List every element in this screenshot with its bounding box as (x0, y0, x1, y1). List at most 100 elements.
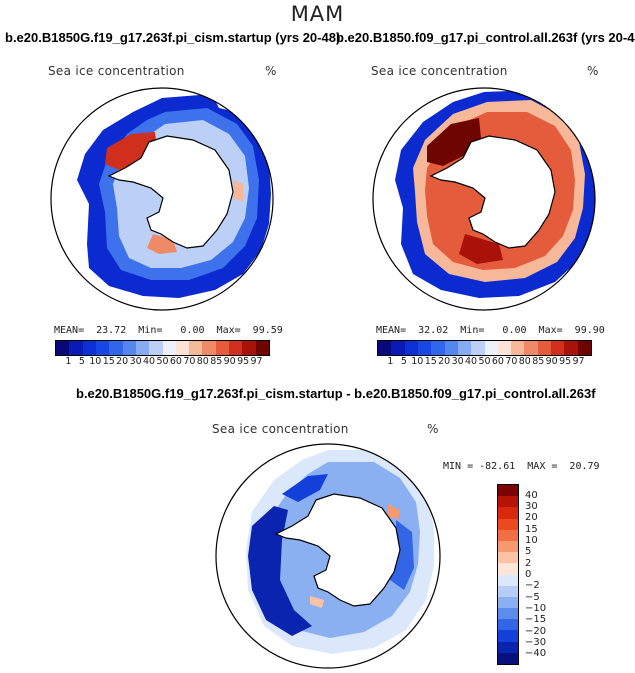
panel-2-colorbar-tick-label: 1 (387, 356, 394, 367)
panel-1-colorbar-swatch-11 (202, 341, 216, 355)
diff-colorbar-tick-label: 30 (525, 501, 538, 513)
diff-colorbar-tick-label: −15 (525, 614, 547, 626)
diff-stats: MIN = -82.61 MAX = 20.79 (443, 461, 600, 472)
panel-1-unit-label: % (265, 64, 277, 78)
panel-1-colorbar-swatch-1 (69, 341, 83, 355)
panel-1-variable-label: Sea ice concentration (48, 64, 185, 78)
panel-1-colorbar-swatch-9 (175, 341, 190, 355)
panel-1-colorbar-tick-label: 5 (78, 356, 85, 367)
diff-colorbar-swatch-4 (498, 529, 518, 541)
panel-2-colorbar-swatch-14 (564, 341, 578, 355)
diff-polar-map (215, 443, 441, 669)
diff-colorbar-tick-label: −40 (525, 648, 547, 660)
panel-1-colorbar-ticks: 1 5 10 15 20 30 40 50 60 70 80 85 90 95 97 (55, 356, 270, 367)
panel-2-colorbar-tick-label: 50 (478, 356, 491, 367)
panel-1-colorbar-tick-label: 10 (89, 356, 102, 367)
weddell-high-ice (427, 118, 481, 166)
panel-1-colorbar-tick-label: 60 (169, 356, 182, 367)
panel-2-colorbar-tick-label: 97 (572, 356, 585, 367)
panel-1-colorbar-swatch-0 (56, 341, 70, 355)
panel-1-colorbar-swatch-6 (135, 341, 150, 355)
diff-colorbar-swatch-0 (498, 485, 518, 497)
panel-1-stats: MEAN= 23.72 Min= 0.00 Max= 99.59 (54, 325, 283, 336)
diff-colorbar-tick-label: 5 (525, 546, 532, 558)
panel-1-colorbar-swatch-14 (242, 341, 256, 355)
diff-colorbar-tick-label: 10 (525, 535, 538, 547)
panel-1-colorbar-tick-label: 50 (156, 356, 169, 367)
panel-2-title: b.e20.B1850.f09_g17.pi_control.all.263f … (336, 30, 635, 45)
diff-colorbar-swatch-6 (498, 552, 518, 564)
panel-2-colorbar-tick-label: 40 (465, 356, 478, 367)
diff-colorbar-tick-label: 0 (525, 569, 532, 580)
diff-colorbar-swatch-3 (498, 518, 518, 530)
panel-1-colorbar-tick-label: 70 (183, 356, 196, 367)
panel-2-colorbar (377, 340, 592, 356)
panel-1-colorbar-tick-label: 95 (237, 356, 250, 367)
panel-2-colorbar-swatch-1 (391, 341, 405, 355)
panel-2-colorbar-tick-label: 70 (505, 356, 518, 367)
panel-2-colorbar-swatch-9 (497, 341, 512, 355)
panel-1-colorbar-tick-label: 15 (102, 356, 115, 367)
panel-2-colorbar-swatch-13 (551, 341, 565, 355)
diff-colorbar-swatch-8 (498, 574, 518, 586)
panel-2-colorbar-tick-label: 60 (491, 356, 504, 367)
diff-north-negative (282, 474, 328, 502)
diff-unit-label: % (427, 422, 439, 436)
diff-colorbar-tick-label: −5 (525, 591, 540, 603)
diff-colorbar-swatch-13 (498, 630, 518, 642)
diff-colorbar-tick-label: 2 (525, 557, 532, 569)
panel-1-colorbar-swatch-3 (95, 341, 110, 355)
panel-1-colorbar-tick-label: 30 (129, 356, 142, 367)
panel-1-colorbar-tick-label: 97 (250, 356, 263, 367)
diff-colorbar-tick-label: −2 (525, 580, 540, 592)
panel-2-colorbar-swatch-7 (471, 341, 485, 355)
panel-2-colorbar-swatch-15 (577, 341, 591, 355)
panel-1-colorbar-swatch-8 (162, 341, 176, 355)
antarctica-landmass (107, 135, 234, 249)
panel-1-colorbar-tick-label: 85 (210, 356, 223, 367)
panel-2-colorbar-ticks: 1 5 10 15 20 30 40 50 60 70 80 85 90 95 97 (377, 356, 592, 367)
panel-2-colorbar-swatch-11 (524, 341, 538, 355)
panel-2-colorbar-tick-label: 80 (518, 356, 531, 367)
diff-colorbar (497, 484, 519, 665)
panel-2-variable-label: Sea ice concentration (371, 64, 508, 78)
diff-variable-label: Sea ice concentration (212, 422, 349, 436)
diff-positive-patch-2 (310, 596, 324, 608)
diff-colorbar-swatch-7 (498, 563, 518, 575)
diff-colorbar-swatch-5 (498, 540, 518, 553)
panel-2-colorbar-tick-label: 15 (424, 356, 437, 367)
diff-colorbar-swatch-1 (498, 496, 518, 508)
diff-colorbar-tick-label: −10 (525, 602, 547, 614)
diff-colorbar-swatch-2 (498, 507, 518, 519)
panel-1-colorbar-swatch-12 (215, 341, 230, 355)
diff-colorbar-tick-label: 15 (525, 523, 538, 535)
panel-2-colorbar-swatch-6 (457, 341, 472, 355)
panel-2-colorbar-swatch-0 (378, 341, 392, 355)
diff-west-negative (248, 506, 312, 636)
panel-1-colorbar (55, 340, 270, 356)
diff-colorbar-swatch-15 (498, 652, 518, 664)
panel-2-colorbar-swatch-5 (444, 341, 458, 355)
diff-colorbar-tick-label: 40 (525, 489, 538, 501)
diff-colorbar-swatch-12 (498, 619, 518, 631)
panel-2-polar-map (372, 87, 596, 311)
ross-high-ice (459, 234, 503, 264)
diff-colorbar-swatch-11 (498, 608, 518, 620)
panel-2-colorbar-swatch-2 (404, 341, 418, 355)
panel-1-colorbar-tick-label: 20 (116, 356, 129, 367)
diff-panel-title: b.e20.B1850G.f19_g17.263f.pi_cism.startu… (76, 386, 596, 401)
panel-2-colorbar-swatch-4 (431, 341, 445, 355)
antarctica-landmass (429, 135, 556, 249)
diff-colorbar-swatch-10 (498, 596, 518, 609)
panel-2-unit-label: % (587, 64, 599, 78)
panel-1-polar-map (50, 87, 274, 311)
diff-colorbar-tick-label: −30 (525, 636, 547, 648)
panel-2-colorbar-tick-label: 85 (532, 356, 545, 367)
panel-1-colorbar-tick-label: 80 (196, 356, 209, 367)
diff-colorbar-ticks: 40 30 20 15 10 5 2 0 −2 −5 −10 −15 −20 −30 −40 (525, 484, 565, 665)
diff-colorbar-tick-label: −20 (525, 625, 547, 637)
diff-colorbar-swatch-9 (498, 585, 518, 597)
diff-colorbar-swatch-14 (498, 641, 518, 653)
panel-1-colorbar-swatch-2 (82, 341, 96, 355)
panel-1-colorbar-swatch-4 (109, 341, 123, 355)
